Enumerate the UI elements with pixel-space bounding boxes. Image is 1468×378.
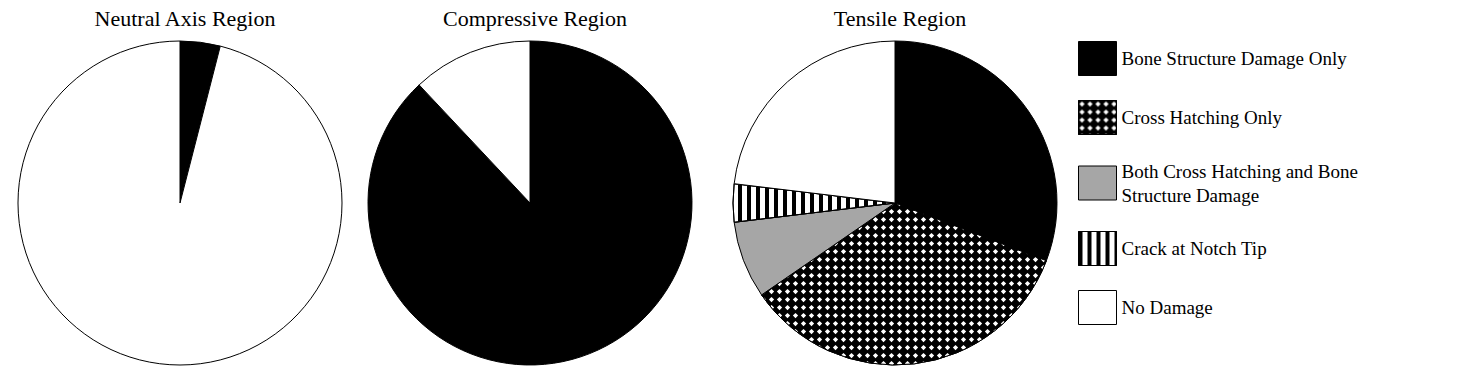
svg-text:Bone Structure Damage Only: Bone Structure Damage Only xyxy=(1122,48,1348,69)
svg-text:Both Cross Hatching and Bone: Both Cross Hatching and Bone xyxy=(1122,161,1363,182)
svg-text:Tensile Region: Tensile Region xyxy=(834,6,966,31)
svg-text:Compressive Region: Compressive Region xyxy=(443,6,627,31)
svg-text:Cross Hatching Only: Cross Hatching Only xyxy=(1122,107,1283,128)
svg-text:Crack at Notch Tip: Crack at Notch Tip xyxy=(1122,238,1267,259)
svg-text:No Damage: No Damage xyxy=(1122,297,1213,318)
svg-text:Structure Damage: Structure Damage xyxy=(1122,185,1260,206)
svg-text:Neutral Axis Region: Neutral Axis Region xyxy=(95,6,276,31)
